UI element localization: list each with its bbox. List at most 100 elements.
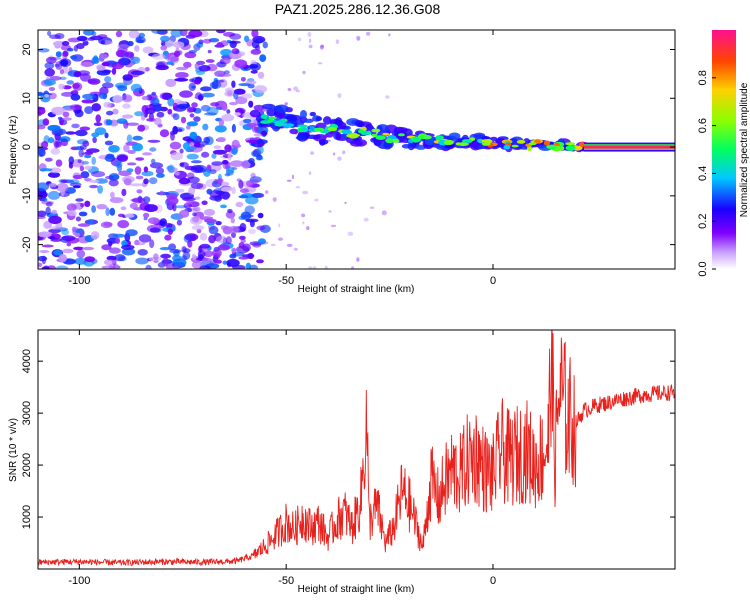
figure-title: PAZ1.2025.286.12.36.G08	[274, 1, 441, 17]
noise-blob	[38, 48, 50, 53]
noise-blob	[84, 200, 91, 207]
noise-blob	[206, 188, 213, 195]
noise-blob	[199, 243, 211, 249]
signal-halo	[296, 132, 309, 142]
noise-blob	[38, 231, 52, 238]
signal-halo	[357, 122, 365, 128]
noise-blob	[62, 248, 74, 254]
snr-data-point	[286, 522, 287, 523]
noise-blob	[229, 253, 237, 259]
signal-halo	[407, 141, 415, 151]
noise-blob	[202, 123, 209, 131]
noise-blob	[153, 117, 162, 126]
noise-blob	[222, 260, 228, 265]
noise-blob	[84, 151, 93, 155]
noise-blob	[172, 102, 178, 111]
noise-blob	[149, 147, 157, 152]
noise-blob	[91, 56, 100, 64]
noise-blob	[188, 186, 196, 196]
snr-data-point	[162, 561, 163, 562]
noise-blob	[100, 53, 108, 59]
spectrogram-ylabel: Frequency (Hz)	[8, 116, 19, 185]
noise-blob	[201, 200, 208, 206]
noise-blob	[207, 49, 212, 54]
noise-blob	[120, 206, 127, 211]
noise-blob	[43, 78, 56, 86]
noise-blob	[197, 250, 206, 258]
noise-blob	[221, 114, 235, 122]
spectrogram-panel: -100 -50 0 20 10 0 -10 -20 Height of straight l…	[8, 29, 676, 295]
signal-core	[565, 142, 576, 146]
noise-blob	[186, 121, 199, 127]
spectrogram-axes: -100 -50 0 20 10 0 -10 -20	[21, 30, 675, 287]
noise-blob	[310, 151, 315, 155]
signal-core	[457, 142, 469, 147]
noise-blob	[203, 136, 210, 144]
noise-blob	[356, 257, 360, 262]
noise-blob	[149, 227, 161, 233]
noise-blob	[70, 55, 78, 60]
noise-blob	[344, 201, 347, 205]
noise-blob	[166, 196, 179, 206]
noise-blob	[257, 212, 264, 219]
noise-blob	[202, 257, 213, 264]
noise-blob	[74, 257, 87, 265]
noise-blob	[257, 71, 265, 79]
snr-data-point	[368, 522, 369, 523]
noise-blob	[182, 197, 196, 202]
spectrogram-frame	[37, 29, 676, 270]
noise-blob	[347, 231, 354, 236]
noise-blob	[79, 165, 85, 172]
noise-blob	[137, 124, 146, 132]
noise-blob	[137, 249, 148, 256]
noise-blob	[231, 186, 236, 195]
noise-blob	[179, 162, 189, 168]
noise-blob	[55, 265, 69, 269]
noise-blob	[179, 209, 190, 218]
noise-blob	[97, 34, 108, 39]
noise-blob	[308, 171, 312, 176]
noise-blob	[109, 207, 116, 216]
colorbar-tick-label: 0.4	[697, 166, 709, 181]
noise-blob	[203, 208, 216, 216]
noise-blob	[225, 166, 235, 174]
noise-blob	[342, 150, 346, 155]
colorbar: 0.0 0.2 0.4 0.6 0.8 Normalized spectral ampl…	[697, 30, 750, 277]
noise-blob	[134, 242, 146, 246]
signal-core	[327, 127, 337, 132]
signal-core	[341, 129, 352, 134]
noise-blob	[186, 153, 199, 160]
noise-blob	[172, 113, 180, 121]
snr-data-point	[459, 475, 460, 476]
noise-blob	[204, 112, 217, 116]
noise-blob	[108, 241, 113, 247]
snr-series-line	[38, 330, 675, 567]
noise-blob	[95, 114, 101, 123]
noise-blob	[126, 122, 139, 126]
snr-data-point	[335, 522, 336, 523]
noise-blob	[286, 243, 293, 247]
noise-blob	[245, 196, 259, 205]
noise-blob	[192, 212, 197, 217]
signal-halo	[289, 128, 299, 135]
noise-blob	[177, 128, 183, 132]
y-tick-label: 0	[21, 144, 33, 150]
noise-blob	[117, 154, 128, 162]
noise-blob	[117, 85, 128, 92]
noise-blob	[108, 145, 120, 153]
noise-blob	[201, 151, 210, 158]
noise-blob	[59, 76, 67, 81]
noise-blob	[101, 265, 116, 269]
noise-blob	[191, 253, 197, 260]
noise-blob	[88, 179, 100, 184]
noise-blob	[164, 234, 172, 241]
noise-blob	[214, 259, 222, 264]
noise-blob	[73, 45, 79, 52]
noise-blob	[243, 118, 252, 124]
noise-blob	[72, 83, 80, 89]
noise-blob	[103, 40, 113, 45]
noise-blob	[82, 40, 89, 46]
noise-blob	[309, 38, 312, 43]
noise-blob	[239, 235, 246, 240]
noise-blob	[143, 212, 150, 218]
